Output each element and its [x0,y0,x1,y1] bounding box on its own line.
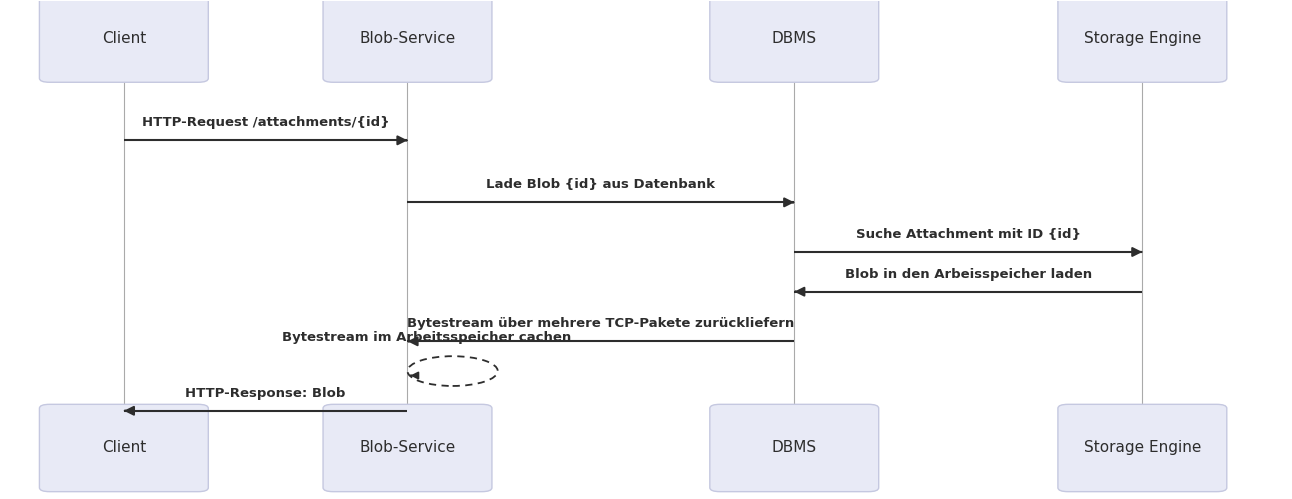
Text: Storage Engine: Storage Engine [1084,441,1202,456]
Text: Storage Engine: Storage Engine [1084,31,1202,46]
Text: Blob in den Arbeisspeicher laden: Blob in den Arbeisspeicher laden [845,268,1092,281]
Text: Blob-Service: Blob-Service [359,441,456,456]
FancyBboxPatch shape [1058,0,1227,82]
Text: DBMS: DBMS [771,441,817,456]
FancyBboxPatch shape [323,0,492,82]
Text: Lade Blob {id} aus Datenbank: Lade Blob {id} aus Datenbank [486,179,716,192]
Text: Bytestream im Arbeitsspeicher cachen: Bytestream im Arbeitsspeicher cachen [282,331,571,344]
Text: HTTP-Response: Blob: HTTP-Response: Blob [186,387,346,400]
FancyBboxPatch shape [1058,404,1227,492]
Text: Suche Attachment mit ID {id}: Suche Attachment mit ID {id} [855,228,1081,241]
Text: Bytestream über mehrere TCP-Pakete zurückliefern: Bytestream über mehrere TCP-Pakete zurüc… [407,317,795,330]
FancyBboxPatch shape [709,0,879,82]
Text: DBMS: DBMS [771,31,817,46]
FancyBboxPatch shape [40,0,208,82]
Text: Blob-Service: Blob-Service [359,31,456,46]
FancyBboxPatch shape [709,404,879,492]
Text: Client: Client [102,441,146,456]
FancyBboxPatch shape [323,404,492,492]
FancyBboxPatch shape [40,404,208,492]
Text: Client: Client [102,31,146,46]
Text: HTTP-Request /attachments/{id}: HTTP-Request /attachments/{id} [142,116,389,129]
